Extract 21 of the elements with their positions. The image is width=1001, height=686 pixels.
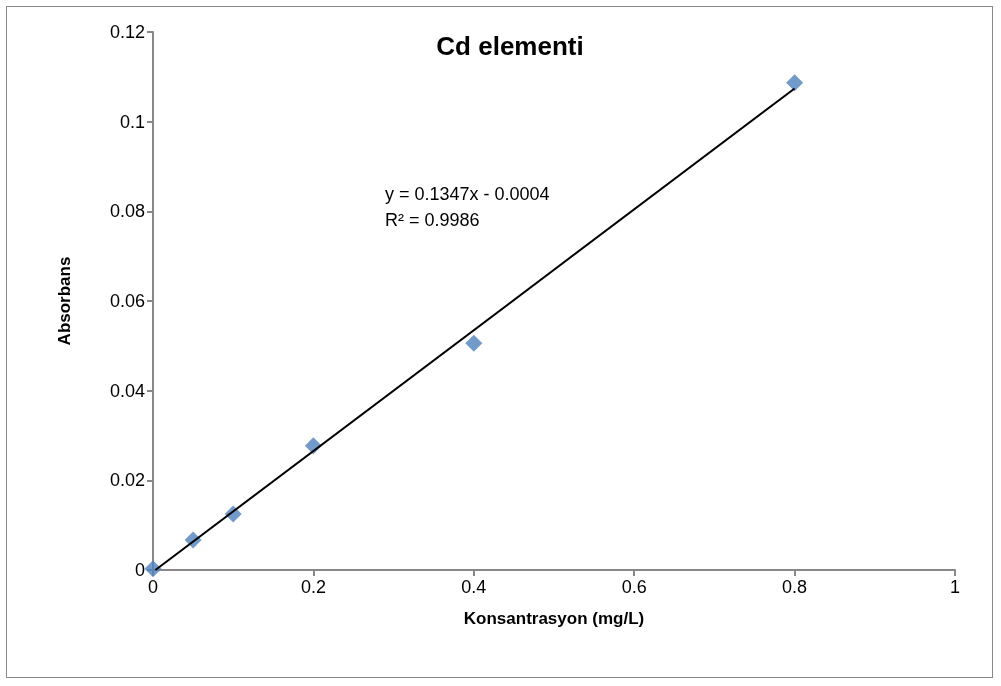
y-tick-label: 0	[134, 560, 145, 580]
y-tick-label: 0.02	[109, 470, 145, 491]
point	[144, 560, 162, 578]
y-axis-title: Absorbans	[55, 256, 74, 346]
y-tick-label: 0.1	[119, 111, 145, 132]
y-tick-label: 0.12	[109, 22, 145, 42]
x-tick-label: 0.6	[621, 577, 647, 597]
x-tick-label: 1	[949, 577, 961, 597]
x-tick-label: 0.8	[782, 577, 808, 597]
x-axis-title: Konsantrasyon (mg/L)	[463, 609, 645, 628]
x-tick-label: 0.4	[461, 577, 487, 597]
y-tick-label: 0.04	[109, 380, 145, 401]
point	[786, 74, 804, 92]
annotation: R² = 0.9986	[385, 210, 480, 230]
point	[465, 334, 483, 352]
y-tick-label: 0.08	[109, 201, 145, 222]
chart-title: Cd elementi	[436, 31, 584, 61]
x-tick-label: 0.2	[300, 577, 326, 597]
annotation: y = 0.1347x - 0.0004	[385, 184, 550, 204]
y-tick-label: 0.06	[109, 291, 145, 311]
x-tick-label: 0	[147, 577, 159, 597]
